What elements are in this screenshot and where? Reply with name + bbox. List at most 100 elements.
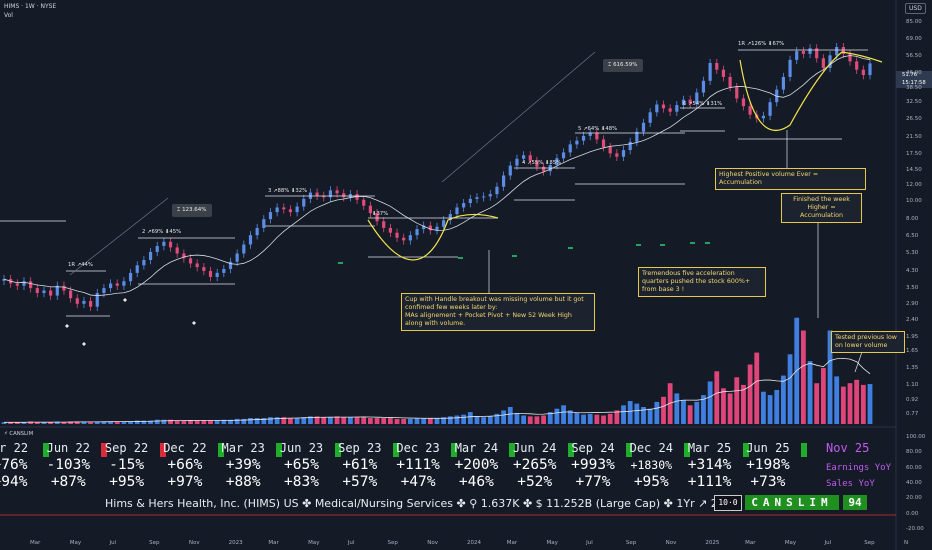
candle-body xyxy=(395,232,399,238)
volume-bar xyxy=(254,418,260,424)
volume-bar xyxy=(501,410,507,424)
volume-bar xyxy=(394,418,400,424)
quarter-name: Mar 24 xyxy=(454,441,499,455)
quarter-sales: +111% xyxy=(687,474,732,490)
quarter-sales: +73% xyxy=(750,474,786,490)
quarter-sales: +94% xyxy=(0,474,28,490)
candle-body xyxy=(208,270,213,277)
candle-body xyxy=(861,69,865,76)
indicator-tick-label: 100.00 xyxy=(906,434,926,440)
price-tick-label: 6.50 xyxy=(906,233,919,240)
canslim-score: 94 xyxy=(843,495,867,510)
quarter-earnings: -103% xyxy=(46,457,91,473)
volume-bar xyxy=(61,422,67,424)
signal-diamond xyxy=(123,298,127,302)
candle-body xyxy=(748,106,752,115)
candle-body xyxy=(95,293,99,307)
time-tick-label: 2025 xyxy=(705,540,720,546)
quarter-earnings: +65% xyxy=(284,457,319,473)
cup-handle-curve xyxy=(367,213,499,261)
base-label: 1R ↗126% ⬇67% xyxy=(738,41,785,47)
base-label: 5 ↗64% ⬇48% xyxy=(578,126,618,132)
candle-body xyxy=(228,261,233,270)
current-price-tag: 51.76 15:17:58 xyxy=(896,71,932,88)
volume-bar xyxy=(727,393,733,424)
time-tick-label: Jul xyxy=(824,540,832,546)
volume-bar xyxy=(88,422,93,424)
candle-body xyxy=(788,59,792,77)
quarter-status-bar xyxy=(684,443,691,457)
candle-body xyxy=(22,281,26,286)
measure-icon: ⌶ xyxy=(177,207,183,213)
candle-body xyxy=(408,235,412,241)
price-tick-label: 56.50 xyxy=(906,53,922,60)
quarter-sales: +83% xyxy=(284,474,319,490)
volume-bar xyxy=(461,414,467,424)
quarter-name: Sep 23 xyxy=(338,441,382,455)
volume-bar xyxy=(674,393,680,424)
base-label: 2 ↗69% ⬇45% xyxy=(142,229,182,235)
quarter-sales: +47% xyxy=(400,474,436,490)
candle-body xyxy=(868,63,872,76)
volume-bar xyxy=(174,420,180,424)
time-tick-label: Sep xyxy=(864,540,875,546)
time-tick-label: Jul xyxy=(586,540,593,546)
candle-body xyxy=(768,102,772,116)
candle-body xyxy=(555,158,559,166)
volume-bar xyxy=(128,421,133,424)
candle-body xyxy=(528,155,532,161)
candle-body xyxy=(82,300,86,304)
volume-bar xyxy=(414,418,420,424)
candle-body xyxy=(701,80,706,93)
volume-bar xyxy=(581,414,586,424)
volume-bar xyxy=(228,419,233,424)
candle-body xyxy=(195,263,199,268)
volume-bar xyxy=(574,412,580,424)
price-tick-label: 2.90 xyxy=(906,300,919,307)
price-tick-label: 3.50 xyxy=(906,285,919,292)
candle-body xyxy=(522,155,526,159)
base-label: ⬇37% xyxy=(372,211,389,217)
quarter-name: Dec 23 xyxy=(396,441,440,455)
quarter-sales: +97% xyxy=(167,474,203,490)
volume-bar xyxy=(81,421,87,424)
quarter-sales: +87% xyxy=(50,474,86,490)
volume-bar xyxy=(314,416,320,424)
volume-bar xyxy=(54,421,60,424)
candle-body xyxy=(628,141,632,151)
time-tick-label: May xyxy=(308,540,320,546)
quarter-sales: +95% xyxy=(633,474,669,490)
volume-bar xyxy=(714,371,720,424)
quarter-name: Sep 24 xyxy=(571,441,615,455)
candle-body xyxy=(382,221,386,228)
quarter-name: Dec 22 xyxy=(163,441,207,455)
volume-bar xyxy=(441,417,447,424)
small-score-box: 10·0 xyxy=(714,495,742,511)
time-tick-label: Sep xyxy=(149,540,160,546)
candle-body xyxy=(728,76,732,87)
quarter-name: Sep 22 xyxy=(104,441,149,455)
candle-body xyxy=(428,225,432,231)
candle-body xyxy=(508,165,512,176)
volume-bar xyxy=(427,418,433,424)
price-tick-label: 69.00 xyxy=(906,36,922,43)
quarter-column: Sep 24 +993% +77% xyxy=(563,439,623,491)
candle-body xyxy=(688,99,692,104)
volume-bar xyxy=(74,421,80,424)
candle-body xyxy=(49,290,53,296)
price-tick-label: 1.10 xyxy=(906,381,919,388)
volume-bar xyxy=(367,418,373,424)
quarter-column: Jun 24 +265% +52% xyxy=(505,439,565,491)
volume-bar xyxy=(68,421,74,424)
volume-bar xyxy=(21,422,27,424)
volume-bar xyxy=(114,421,120,424)
volume-bar xyxy=(494,413,500,424)
currency-button[interactable]: USD xyxy=(905,3,926,14)
volume-legend: Vol xyxy=(4,12,13,19)
indicator-tick-label: 40.00 xyxy=(906,479,922,486)
volume-bar xyxy=(328,417,333,424)
candle-body xyxy=(588,132,592,136)
candle-body xyxy=(655,104,659,113)
candle-body xyxy=(275,207,279,213)
